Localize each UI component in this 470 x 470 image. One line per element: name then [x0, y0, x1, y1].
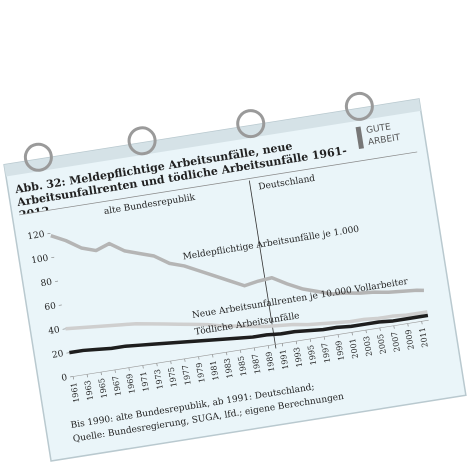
ring	[23, 142, 53, 172]
x-tick-label: 1975	[167, 366, 179, 388]
x-tick-label: 1999	[334, 340, 346, 362]
binder-page: GUTE ARBEIT Abb. 32: Meldepflichtige Arb…	[3, 91, 467, 462]
x-tick-label: 2005	[376, 333, 388, 355]
y-tick-label: 20	[51, 349, 64, 361]
x-tick-label: 1963	[83, 380, 95, 402]
x-tick-label: 2011	[418, 327, 430, 349]
y-tick-label: 60	[44, 301, 57, 313]
logo-bar	[355, 126, 364, 149]
x-tick-label: 1961	[69, 382, 81, 404]
x-tick-label: 1987	[250, 353, 262, 375]
x-tick-label: 1991	[278, 349, 290, 371]
ring	[344, 91, 374, 121]
x-tick-label: 1969	[125, 373, 137, 395]
x-tick-label: 2009	[404, 329, 416, 351]
x-tick-label: 1997	[320, 342, 332, 364]
y-tick-label: 0	[61, 373, 68, 384]
x-tick-label: 1971	[139, 371, 151, 393]
x-tick-label: 1973	[153, 369, 165, 391]
x-tick-label: 1967	[111, 375, 123, 397]
x-tick-label: 1965	[97, 377, 109, 399]
ring	[236, 109, 266, 139]
series-line	[65, 310, 428, 331]
y-tick-label: 100	[31, 254, 50, 267]
x-tick-label: 1981	[209, 360, 221, 382]
x-tick-label: 1979	[195, 362, 207, 384]
y-tick-label: 40	[48, 325, 61, 337]
y-tick-label: 120	[27, 230, 46, 243]
x-tick-label: 1989	[264, 351, 276, 373]
header-rule	[19, 151, 418, 216]
sheet-edge	[4, 98, 421, 177]
x-tick-label: 1977	[181, 364, 193, 386]
x-axis	[73, 319, 429, 377]
x-tick-label: 1993	[292, 346, 304, 368]
rings	[23, 91, 374, 172]
x-tick-label: 2001	[348, 338, 360, 360]
x-tick-label: 1995	[306, 344, 318, 366]
x-tick-label: 1985	[236, 355, 248, 377]
x-tick-label: 2003	[362, 335, 374, 357]
x-tick-label: 1983	[222, 358, 234, 380]
divider	[248, 180, 277, 349]
ring	[127, 126, 157, 156]
series-line	[69, 313, 429, 355]
logo-text: GUTE	[366, 122, 392, 136]
y-tick-label: 80	[40, 277, 53, 289]
x-tick-label: 2007	[390, 331, 402, 353]
series-line	[50, 234, 424, 296]
